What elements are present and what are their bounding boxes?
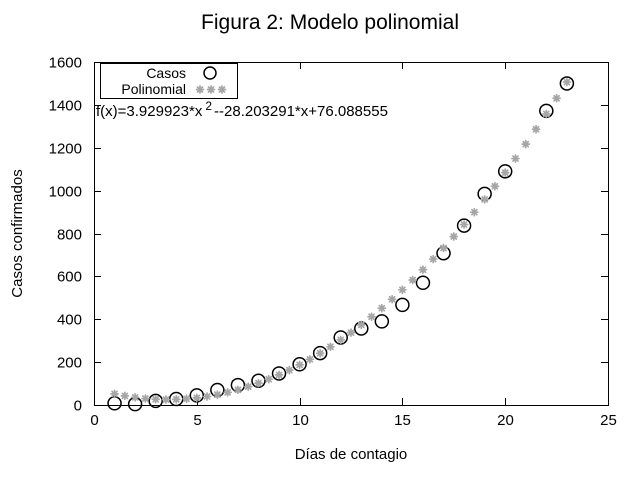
y-tick-label: 1600	[49, 55, 82, 72]
y-tick-label: 800	[57, 227, 82, 244]
chart-title: Figura 2: Modelo polinomial	[201, 11, 459, 34]
legend-label-casos: Casos	[146, 65, 186, 81]
x-tick-label: 5	[193, 412, 201, 429]
fit-point-asterisk	[470, 207, 479, 217]
fit-point-asterisk	[521, 139, 531, 149]
data-point-circle	[395, 297, 410, 313]
fit-point-asterisk	[511, 154, 520, 163]
fit-point-asterisk	[151, 394, 161, 404]
fit-point-asterisk	[428, 254, 438, 264]
data-point-circle	[559, 76, 575, 91]
legend-marker-polinomial	[206, 85, 216, 94]
fit-point-asterisk	[531, 124, 541, 134]
x-tick-label: 20	[497, 412, 514, 429]
fit-point-asterisk	[305, 354, 315, 364]
legend-marker-polinomial	[217, 85, 227, 94]
fit-point-asterisk	[110, 389, 119, 399]
data-point-circle	[107, 396, 122, 411]
fit-point-asterisk	[295, 360, 304, 370]
fit-point-asterisk	[459, 220, 469, 229]
fit-point-asterisk	[274, 370, 284, 380]
fit-point-asterisk	[315, 348, 325, 358]
y-tick-label: 200	[57, 355, 82, 372]
fit-point-asterisk	[562, 77, 572, 87]
fit-point-asterisk	[120, 391, 130, 401]
fit-point-asterisk	[264, 374, 274, 384]
data-point-circle	[292, 357, 307, 372]
fit-point-asterisk	[202, 392, 212, 401]
x-tick-label: 15	[394, 412, 411, 429]
data-point-circle	[497, 164, 513, 179]
fit-point-asterisk	[356, 320, 366, 330]
equation-annotation: f(x)=3.929923*x 2 --28.203291*x+76.088555	[96, 99, 388, 120]
fit-point-asterisk	[336, 335, 346, 345]
data-point-circle	[271, 366, 287, 381]
y-tick-label: 400	[57, 312, 82, 329]
fit-point-asterisk	[213, 390, 222, 399]
fit-point-asterisk	[408, 275, 418, 285]
fit-point-asterisk	[161, 395, 171, 404]
fit-point-asterisk	[367, 312, 376, 322]
fit-point-asterisk	[552, 93, 561, 103]
legend-marker-casos	[203, 66, 217, 80]
fit-point-asterisk	[387, 294, 397, 304]
data-point-circle	[312, 345, 328, 361]
axes-layer: 0 5 10 15 20 25 0 200 400 600 800 1000 1200 1400 1600	[49, 55, 617, 430]
legend-label-polinomial: Polinomial	[121, 81, 186, 97]
fit-point-asterisk	[254, 378, 263, 388]
data-point-circle	[148, 393, 163, 409]
y-axis-label: Casos confirmados	[9, 169, 26, 297]
y-tick-label: 1400	[49, 98, 82, 115]
fit-point-asterisk	[346, 328, 356, 337]
x-tick-label: 0	[90, 412, 98, 429]
x-tick-label: 25	[600, 412, 617, 429]
legend-marker-polinomial	[195, 85, 205, 94]
y-tick-label: 1200	[49, 141, 82, 158]
equation-text: f(x)=3.929923*x 2 --28.203291*x+76.088555	[96, 99, 388, 120]
fit-point-asterisk	[398, 285, 407, 295]
x-tick-label: 10	[292, 412, 309, 429]
fit-point-asterisk	[439, 243, 448, 253]
fit-point-asterisk	[500, 168, 510, 177]
y-tick-label: 600	[57, 269, 82, 286]
fit-point-asterisk	[377, 303, 387, 313]
fit-point-asterisk	[243, 382, 253, 391]
fit-point-asterisk	[233, 385, 243, 395]
data-point-circle	[456, 218, 472, 233]
fit-point-asterisk	[490, 181, 500, 191]
series-layer	[107, 76, 575, 412]
fit-point-asterisk	[480, 195, 489, 204]
fit-point-asterisk	[541, 109, 551, 119]
y-tick-label: 1000	[49, 184, 82, 201]
data-point-circle	[374, 314, 390, 329]
fit-point-asterisk	[141, 394, 150, 403]
fit-point-asterisk	[223, 388, 232, 397]
fit-point-asterisk	[418, 265, 428, 275]
y-tick-label: 0	[74, 398, 82, 415]
fit-point-asterisk	[192, 393, 202, 403]
fit-point-asterisk	[130, 393, 140, 402]
fit-point-asterisk	[171, 395, 181, 404]
fit-point-asterisk	[449, 232, 459, 241]
fit-point-asterisk	[326, 342, 335, 352]
fit-point-asterisk	[182, 394, 191, 404]
x-axis-label: Días de contagio	[295, 446, 408, 463]
fit-point-asterisk	[284, 365, 294, 375]
data-point-circle	[415, 275, 431, 291]
